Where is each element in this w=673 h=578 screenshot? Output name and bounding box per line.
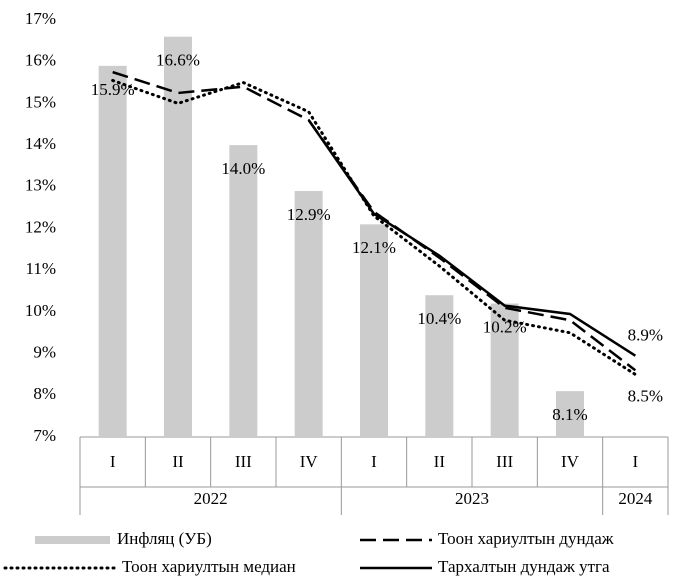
data-label: 8.1%	[552, 405, 587, 424]
bar	[490, 303, 519, 437]
data-label: 15.9%	[91, 80, 135, 99]
x-tick-label: IV	[561, 452, 580, 471]
y-tick-label: 12%	[25, 217, 56, 236]
data-label: 14.0%	[221, 159, 265, 178]
bar	[98, 65, 127, 438]
data-label: 8.9%	[628, 326, 663, 345]
y-tick-label: 15%	[25, 92, 56, 111]
bar	[164, 36, 192, 438]
x-tick-label: III	[496, 452, 513, 471]
y-tick-label: 17%	[25, 9, 56, 28]
data-label: 16.6%	[156, 51, 200, 70]
x-tick-label: II	[434, 452, 446, 471]
data-label: 8.5%	[628, 386, 663, 405]
data-label: 10.2%	[483, 317, 527, 336]
line	[111, 78, 637, 376]
group-label: 2024	[618, 489, 653, 508]
x-tick-label: I	[110, 452, 116, 471]
x-tick-label: II	[172, 452, 184, 471]
group-label: 2022	[194, 489, 228, 508]
bar	[294, 190, 323, 437]
x-tick-label: IV	[300, 452, 319, 471]
y-tick-label: 7%	[33, 426, 56, 445]
x-tick-label: I	[632, 452, 638, 471]
legend-label: Тоон хариултын дундаж	[438, 529, 614, 548]
bar	[360, 224, 388, 437]
bar	[229, 145, 258, 437]
x-tick-label: III	[235, 452, 252, 471]
legend-label: Тархалтын дундаж утга	[438, 557, 610, 576]
y-tick-label: 11%	[25, 259, 56, 278]
y-tick-label: 14%	[25, 134, 56, 153]
y-tick-label: 10%	[25, 301, 56, 320]
data-label: 10.4%	[417, 309, 461, 328]
y-tick-label: 9%	[33, 343, 56, 362]
legend-label: Тоон хариултын медиан	[122, 557, 296, 576]
bar	[556, 391, 584, 437]
bar	[425, 295, 454, 437]
line	[307, 119, 637, 357]
y-tick-label: 16%	[25, 51, 56, 70]
data-label: 12.1%	[352, 238, 396, 257]
group-label: 2023	[455, 489, 489, 508]
y-tick-label: 13%	[25, 176, 56, 195]
x-tick-label: I	[371, 452, 377, 471]
legend-label: Инфляц (УБ)	[117, 529, 212, 548]
y-tick-label: 8%	[33, 384, 56, 403]
data-label: 12.9%	[287, 205, 331, 224]
legend-swatch	[35, 536, 110, 544]
